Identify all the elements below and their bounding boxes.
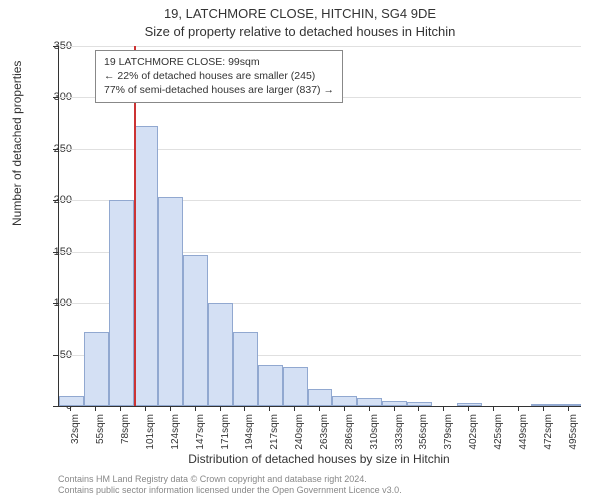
histogram-bar (233, 332, 258, 406)
property-size-chart: 19, LATCHMORE CLOSE, HITCHIN, SG4 9DE Si… (0, 0, 600, 500)
histogram-bar (382, 401, 407, 406)
x-tick-mark (493, 406, 494, 411)
histogram-bar (109, 200, 134, 406)
grid-line (59, 46, 581, 47)
x-tick-mark (369, 406, 370, 411)
histogram-bar (183, 255, 208, 406)
x-tick-mark (170, 406, 171, 411)
x-tick-mark (145, 406, 146, 411)
x-tick-mark (95, 406, 96, 411)
x-tick-mark (344, 406, 345, 411)
x-tick-mark (244, 406, 245, 411)
x-tick-mark (468, 406, 469, 411)
footer-line-1: Contains HM Land Registry data © Crown c… (58, 474, 580, 485)
x-tick-mark (70, 406, 71, 411)
x-tick-mark (518, 406, 519, 411)
histogram-bar (158, 197, 183, 406)
chart-title-description: Size of property relative to detached ho… (0, 24, 600, 39)
x-tick-mark (269, 406, 270, 411)
histogram-bar (258, 365, 283, 406)
histogram-bar (283, 367, 308, 406)
info-box: 19 LATCHMORE CLOSE: 99sqm ← 22% of detac… (95, 50, 343, 103)
plot-area: 19 LATCHMORE CLOSE: 99sqm ← 22% of detac… (58, 46, 581, 407)
histogram-bar (208, 303, 233, 406)
histogram-bar (357, 398, 382, 406)
x-tick-mark (319, 406, 320, 411)
x-tick-mark (294, 406, 295, 411)
x-axis-label: Distribution of detached houses by size … (58, 452, 580, 466)
info-line-smaller: ← 22% of detached houses are smaller (24… (104, 69, 334, 83)
histogram-bar (134, 126, 159, 406)
histogram-bar (407, 402, 432, 406)
x-tick-mark (543, 406, 544, 411)
x-tick-mark (418, 406, 419, 411)
footer-credits: Contains HM Land Registry data © Crown c… (58, 474, 580, 496)
histogram-bar (308, 389, 333, 406)
x-tick-mark (443, 406, 444, 411)
histogram-bar (531, 404, 556, 406)
info-line-property: 19 LATCHMORE CLOSE: 99sqm (104, 55, 334, 69)
histogram-bar (59, 396, 84, 406)
histogram-bar (556, 404, 581, 406)
histogram-bar (332, 396, 357, 406)
x-tick-mark (394, 406, 395, 411)
info-line-larger: 77% of semi-detached houses are larger (… (104, 83, 334, 97)
x-tick-mark (195, 406, 196, 411)
x-tick-mark (120, 406, 121, 411)
histogram-bar (84, 332, 109, 406)
y-axis-label: Number of detached properties (10, 61, 24, 226)
x-tick-mark (220, 406, 221, 411)
chart-title-address: 19, LATCHMORE CLOSE, HITCHIN, SG4 9DE (0, 6, 600, 21)
x-tick-mark (568, 406, 569, 411)
footer-line-2: Contains public sector information licen… (58, 485, 580, 496)
